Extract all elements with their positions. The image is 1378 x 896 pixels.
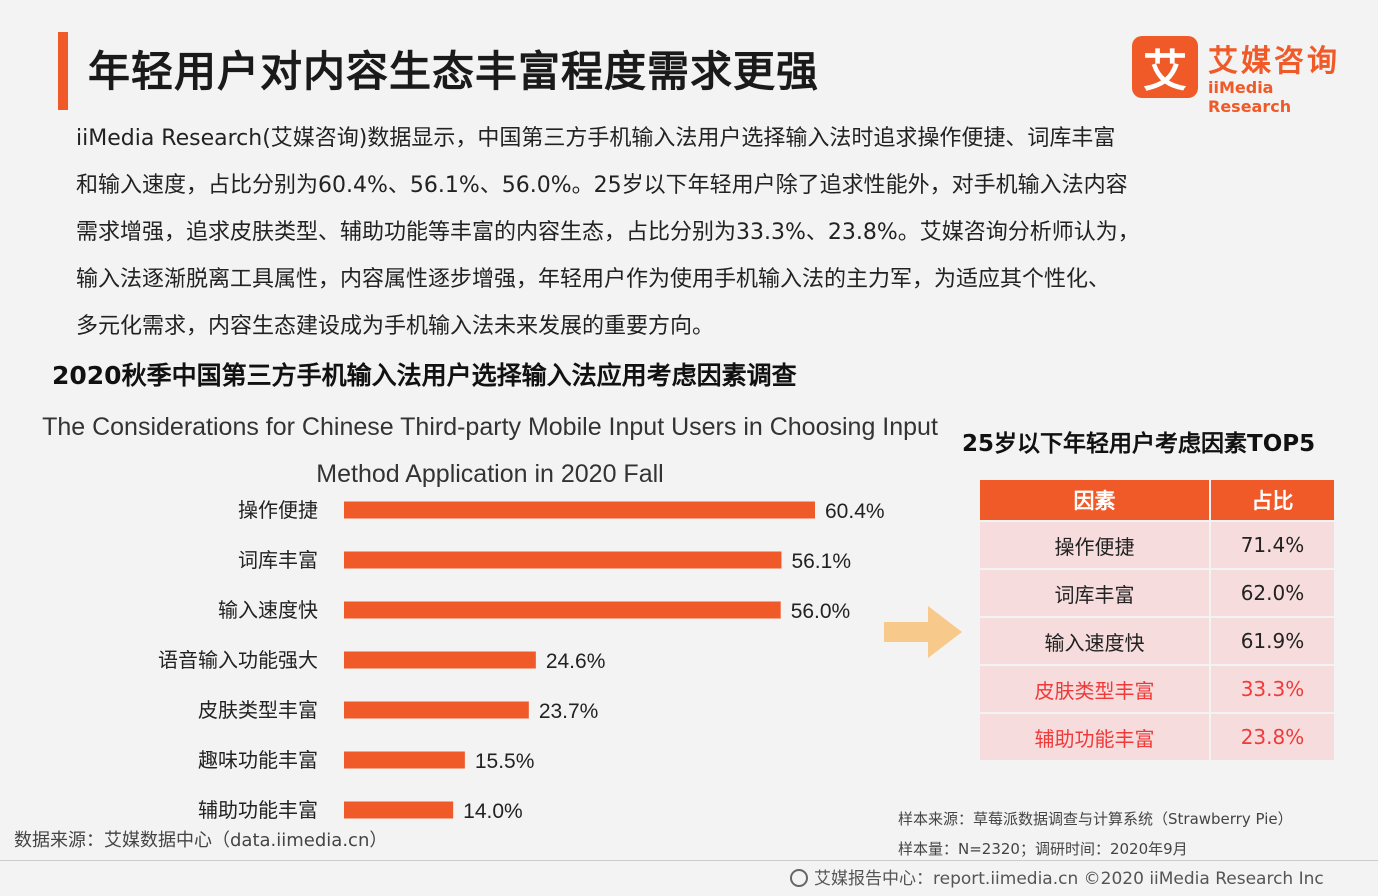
footer-divider <box>0 860 1378 861</box>
bar-category-label: 输入速度快 <box>218 598 318 622</box>
bar-value-label: 56.0% <box>791 600 851 623</box>
bar-value-label: 15.5% <box>475 750 535 773</box>
intro-line: 多元化需求，内容生态建设成为手机输入法未来发展的重要方向。 <box>76 314 715 339</box>
bar-category-label: 语音输入功能强大 <box>158 648 318 672</box>
bar <box>344 701 529 719</box>
bar <box>344 501 815 519</box>
table-cell-share: 62.0% <box>1210 570 1334 616</box>
top5-table: 因素 占比 操作便捷 71.4% 词库丰富 62.0% 输入速度快 61.9% … <box>978 478 1336 762</box>
table-cell-share: 23.8% <box>1210 714 1334 760</box>
page-title: 年轻用户对内容生态丰富程度需求更强 <box>88 47 820 96</box>
intro-line: 和输入速度，占比分别为60.4%、56.1%、56.0%。25岁以下年轻用户除了… <box>76 173 1128 198</box>
bar <box>344 751 465 769</box>
bar-category-label: 趣味功能丰富 <box>198 748 318 772</box>
bar <box>344 601 781 619</box>
logo-cn-text: 艾媒咨询 <box>1208 44 1340 79</box>
right-arrow-icon <box>884 606 962 658</box>
intro-paragraph: iiMedia Research(艾媒咨询)数据显示，中国第三方手机输入法用户选… <box>76 115 1316 350</box>
bar-value-label: 56.1% <box>791 550 851 573</box>
bar-category-label: 皮肤类型丰富 <box>198 698 318 722</box>
table-cell-factor: 皮肤类型丰富 <box>980 666 1209 712</box>
table-cell-factor: 词库丰富 <box>980 570 1209 616</box>
table-row-highlight: 辅助功能丰富 23.8% <box>980 714 1334 760</box>
bar-category-label: 词库丰富 <box>238 548 318 572</box>
table-cell-share: 71.4% <box>1210 522 1334 568</box>
data-source: 数据来源：艾媒数据中心（data.iimedia.cn） <box>14 830 388 851</box>
table-row: 输入速度快 61.9% <box>980 618 1334 664</box>
table-header-factor: 因素 <box>980 480 1209 520</box>
bar-category-label: 辅助功能丰富 <box>198 798 318 822</box>
table-cell-factor: 操作便捷 <box>980 522 1209 568</box>
table-header-share: 占比 <box>1210 480 1334 520</box>
footer: 艾媒报告中心：report.iimedia.cn ©2020 iiMedia R… <box>790 864 1324 889</box>
table-cell-factor: 输入速度快 <box>980 618 1209 664</box>
bar-value-label: 23.7% <box>539 700 599 723</box>
bar-chart-title: 2020秋季中国第三方手机输入法用户选择输入法应用考虑因素调查 <box>52 361 797 390</box>
table-header-row: 因素 占比 <box>980 480 1334 520</box>
title-accent-bar <box>58 32 68 110</box>
footer-text: 艾媒报告中心：report.iimedia.cn ©2020 iiMedia R… <box>814 869 1324 889</box>
logo-en-text: iiMedia Research <box>1208 78 1292 116</box>
intro-line: iiMedia Research(艾媒咨询)数据显示，中国第三方手机输入法用户选… <box>76 126 1116 151</box>
bar-chart: 操作便捷 60.4% 词库丰富 56.1% 输入速度快 56.0% 语音输入功能强大 24.6… <box>158 498 885 823</box>
table-row: 词库丰富 62.0% <box>980 570 1334 616</box>
bar-value-label: 24.6% <box>546 650 606 673</box>
table-cell-factor: 辅助功能丰富 <box>980 714 1209 760</box>
bar <box>344 651 536 669</box>
table-row-highlight: 皮肤类型丰富 33.3% <box>980 666 1334 712</box>
bar <box>344 551 782 569</box>
bar-chart-subtitle: The Considerations for Chinese Third-par… <box>42 413 938 488</box>
table-row: 操作便捷 71.4% <box>980 522 1334 568</box>
intro-line: 输入法逐渐脱离工具属性，内容属性逐步增强，年轻用户作为使用手机输入法的主力军，为… <box>76 267 1111 292</box>
bar-value-label: 60.4% <box>825 500 885 523</box>
table-cell-share: 61.9% <box>1210 618 1334 664</box>
bar-value-label: 14.0% <box>463 800 523 823</box>
report-center-icon <box>790 869 808 887</box>
intro-line: 需求增强，追求皮肤类型、辅助功能等丰富的内容生态，占比分别为33.3%、23.8… <box>76 220 1140 245</box>
logo-mark-icon: 艾 <box>1132 36 1198 98</box>
table-cell-share: 33.3% <box>1210 666 1334 712</box>
sample-source: 样本来源：草莓派数据调查与计算系统（Strawberry Pie） <box>898 810 1293 828</box>
bar <box>344 801 454 819</box>
sample-size: 样本量：N=2320；调研时间：2020年9月 <box>898 840 1188 858</box>
iimedia-logo: 艾 艾媒咨询 iiMedia Research <box>1132 36 1352 116</box>
bar-category-label: 操作便捷 <box>238 498 318 522</box>
top5-title: 25岁以下年轻用户考虑因素TOP5 <box>962 431 1316 457</box>
